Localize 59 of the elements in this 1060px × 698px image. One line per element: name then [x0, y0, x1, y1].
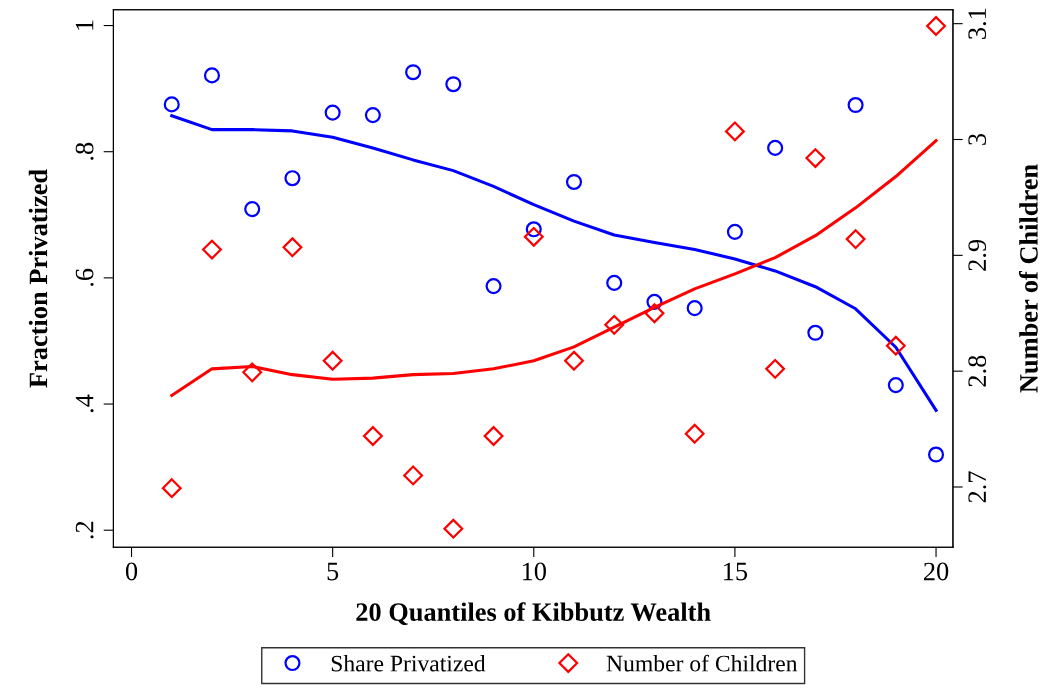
point — [805, 148, 826, 168]
x-tick-label: 15 — [724, 562, 748, 581]
point — [927, 446, 945, 463]
y-tick-label: .2 — [75, 521, 94, 539]
point — [284, 170, 301, 187]
y-tick-label: 1 — [75, 20, 94, 30]
point — [847, 96, 864, 114]
point — [767, 139, 784, 156]
point — [523, 226, 544, 247]
point — [926, 16, 946, 36]
point — [445, 76, 462, 93]
x-tick-label: 10 — [522, 562, 546, 581]
point — [646, 293, 663, 310]
point — [606, 274, 623, 291]
point — [686, 300, 703, 317]
y2-tick-label: 3 — [968, 133, 987, 145]
point — [202, 239, 222, 260]
point — [282, 237, 303, 258]
point — [565, 173, 583, 191]
point — [443, 518, 464, 539]
point — [604, 314, 625, 335]
x-tick-label: 20 — [924, 562, 949, 581]
x-tick-label: 5 — [327, 562, 339, 581]
point — [684, 423, 705, 444]
y-tick-label: .6 — [75, 268, 94, 287]
y2-tick-label: 2.8 — [968, 355, 987, 387]
y2-tick-label: 3.1 — [968, 8, 987, 39]
y-tick-label: .4 — [75, 394, 94, 413]
point — [163, 96, 180, 113]
point — [364, 107, 381, 124]
legend-label: Share Privatized — [331, 654, 486, 672]
point — [485, 278, 502, 295]
y2-tick-label: 2.9 — [968, 239, 987, 271]
point — [322, 350, 343, 371]
point — [845, 229, 866, 250]
point — [362, 426, 383, 446]
legend-label: Number of Children — [606, 654, 798, 672]
point — [161, 478, 182, 499]
point — [242, 362, 263, 383]
point — [885, 335, 906, 356]
point — [564, 350, 584, 371]
point — [203, 67, 221, 84]
point — [807, 324, 824, 341]
y2-tick-label: 2.7 — [968, 471, 987, 503]
point — [887, 377, 904, 394]
x-axis-title: 20 Quantiles of Kibbutz Wealth — [356, 602, 711, 625]
point — [726, 223, 743, 240]
x-tick-label: 0 — [125, 562, 138, 581]
y-tick-label: .8 — [75, 142, 94, 160]
point — [244, 201, 261, 218]
point — [405, 64, 422, 81]
point — [724, 121, 745, 142]
y2-axis-title: Number of Children — [1018, 164, 1038, 393]
point — [403, 465, 424, 486]
y-axis-title: Fraction Privatized — [28, 169, 48, 388]
point — [483, 426, 504, 446]
point — [644, 303, 665, 324]
point — [765, 358, 786, 379]
point — [324, 104, 341, 121]
